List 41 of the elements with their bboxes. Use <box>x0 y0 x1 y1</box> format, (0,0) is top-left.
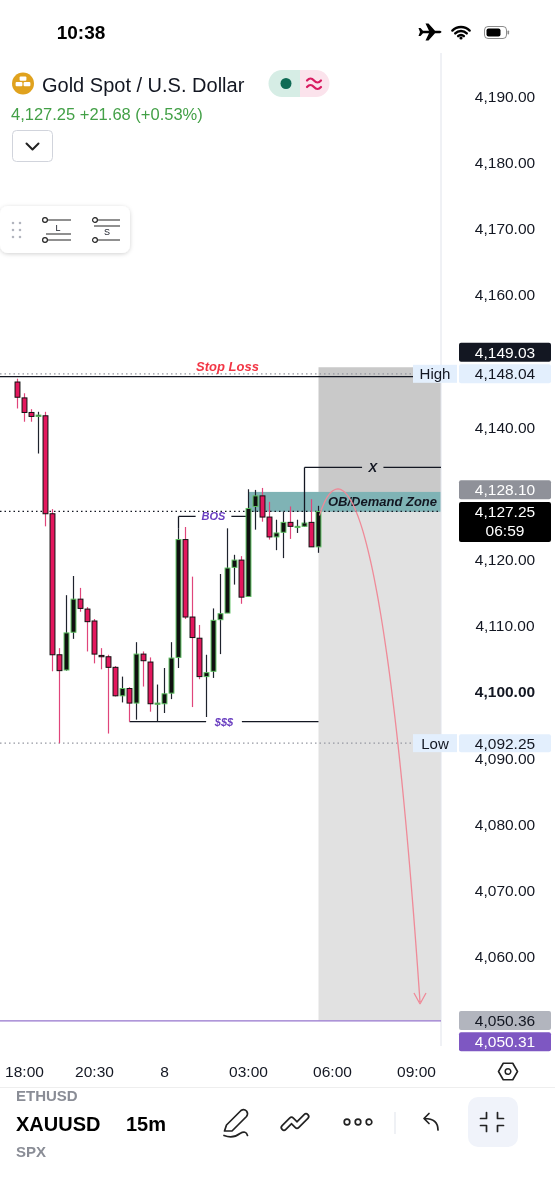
ref-line-label: Low <box>421 734 449 752</box>
ref-line-label: High <box>419 365 451 383</box>
x-tick-label: 06:00 <box>313 1062 353 1080</box>
y-tick-label: 4,170.00 <box>474 219 536 237</box>
x-tick-label: 20:30 <box>75 1062 115 1080</box>
text: ETHUSD <box>16 1087 78 1104</box>
text: 4,050.31 <box>474 1033 536 1051</box>
y-tick-label: 4,190.00 <box>474 87 536 105</box>
text: 4,050.36 <box>474 1011 536 1029</box>
text: 10:38 <box>56 22 106 43</box>
y-tick-label: 4,160.00 <box>474 286 536 304</box>
x-tick-label: 18:00 <box>5 1062 45 1080</box>
text: 4,149.03 <box>474 343 536 361</box>
band-label: OB/Demand Zone <box>327 494 437 510</box>
text: Gold Spot / U.S. Dollar <box>42 74 245 96</box>
text: SPX <box>16 1143 47 1160</box>
text: XAUUSD <box>16 1113 101 1135</box>
text: 4,128.10 <box>474 481 536 499</box>
ref-line-label: BOS <box>201 510 227 523</box>
text: 4,148.04 <box>474 365 536 383</box>
y-tick-label: 4,080.00 <box>474 815 536 833</box>
annotation: S <box>103 227 111 237</box>
text: 4,092.25 <box>474 734 536 752</box>
annotation: L <box>55 223 61 233</box>
text: 06:59 <box>485 521 525 539</box>
x-tick-label: 8 <box>160 1062 169 1080</box>
ref-line-label: $$$ <box>213 715 235 728</box>
y-tick-label: 4,100.00 <box>474 683 536 701</box>
x-tick-label: 03:00 <box>229 1062 269 1080</box>
y-tick-label: 4,070.00 <box>474 881 536 899</box>
text: 15m <box>126 1113 167 1135</box>
y-tick-label: 4,060.00 <box>474 948 536 966</box>
text: 4,127.25 <box>474 502 536 520</box>
ref-line-label: X <box>367 459 379 475</box>
ref-line-label: Stop Loss <box>196 359 259 375</box>
y-tick-label: 4,120.00 <box>474 550 536 568</box>
y-tick-label: 4,110.00 <box>475 617 535 635</box>
text: 4,127.25 +21.68 (+0.53%) <box>11 105 203 123</box>
x-tick-label: 09:00 <box>397 1062 437 1080</box>
y-tick-label: 4,180.00 <box>474 153 536 171</box>
y-tick-label: 4,140.00 <box>474 418 536 436</box>
